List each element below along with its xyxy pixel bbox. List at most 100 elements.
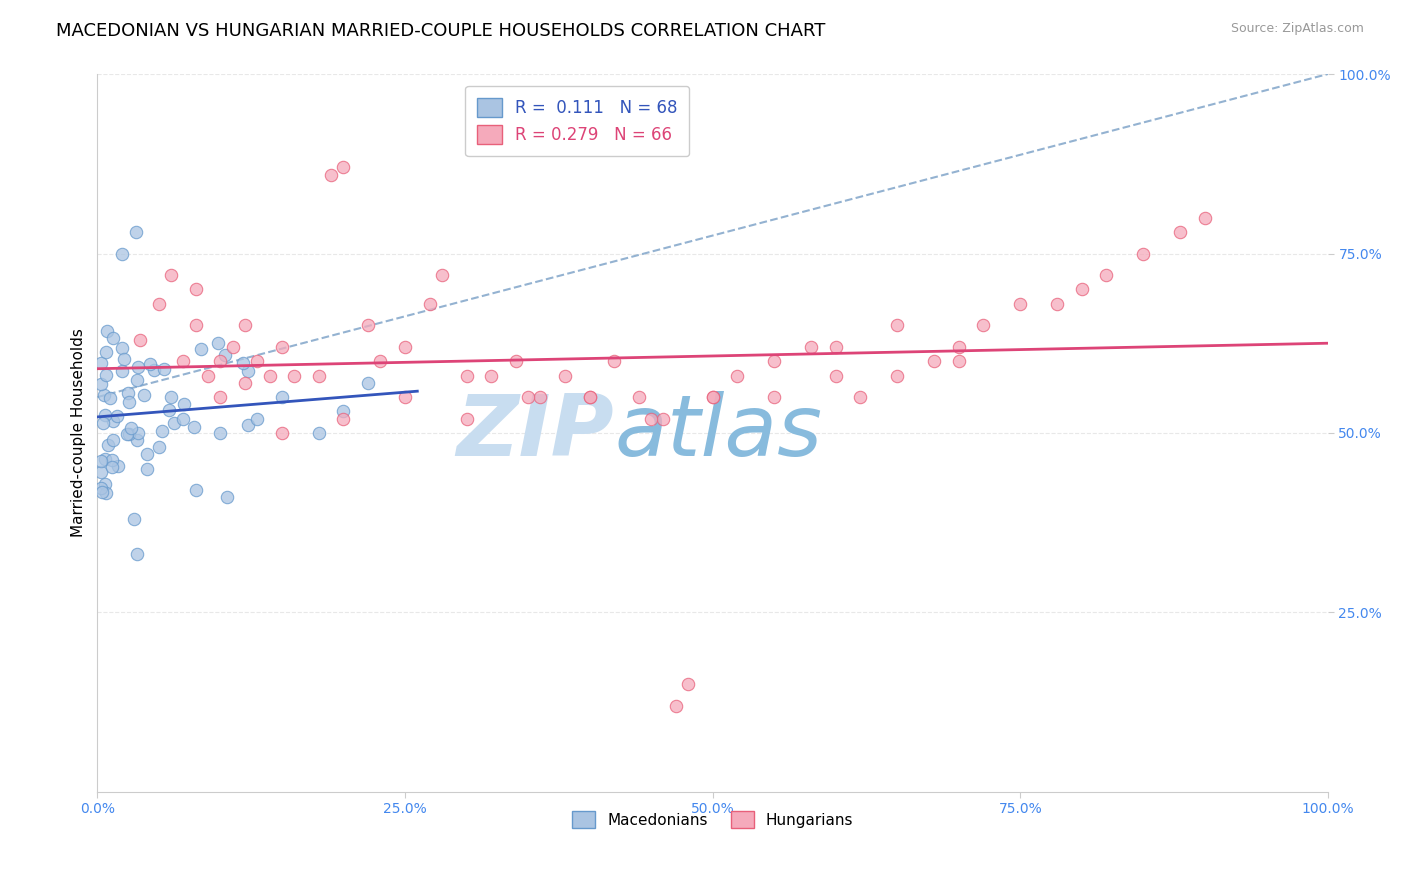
Point (1194, 211, 1216, 225)
Point (107, 458, 129, 473)
Point (90, 377, 112, 392)
Point (271, 390, 294, 404)
Point (90, 481, 112, 495)
Point (308, 368, 330, 383)
Point (222, 340, 245, 354)
Point (233, 318, 256, 333)
Point (190, 342, 212, 356)
Point (183, 420, 205, 434)
Point (148, 297, 170, 311)
Point (332, 161, 354, 175)
Point (111, 341, 134, 355)
Point (271, 425, 294, 440)
Point (271, 340, 294, 354)
Point (652, 411, 675, 425)
Point (209, 425, 232, 440)
Point (134, 387, 156, 401)
Point (135, 462, 157, 476)
Point (332, 411, 354, 425)
Point (640, 411, 662, 425)
Point (117, 386, 139, 401)
Point (120, 421, 142, 435)
Point (922, 354, 945, 368)
Point (157, 403, 180, 417)
Point (173, 397, 195, 411)
Point (246, 354, 269, 368)
Point (332, 404, 354, 418)
Point (233, 376, 256, 390)
Point (173, 411, 195, 425)
Point (517, 390, 540, 404)
Point (143, 363, 166, 377)
Point (505, 354, 527, 368)
Point (1046, 297, 1069, 311)
Point (209, 354, 232, 368)
Text: MACEDONIAN VS HUNGARIAN MARRIED-COUPLE HOUSEHOLDS CORRELATION CHART: MACEDONIAN VS HUNGARIAN MARRIED-COUPLE H… (56, 22, 825, 40)
Point (824, 368, 846, 383)
Point (578, 390, 600, 404)
Point (479, 368, 502, 383)
Point (1095, 268, 1118, 282)
Point (394, 340, 416, 354)
Point (456, 368, 478, 383)
Point (122, 512, 145, 526)
Point (101, 452, 124, 467)
Text: atlas: atlas (614, 392, 823, 475)
Point (554, 368, 576, 383)
Point (207, 335, 229, 350)
Point (214, 348, 236, 362)
Point (160, 390, 183, 404)
Point (184, 318, 207, 333)
Point (148, 441, 170, 455)
Point (456, 411, 478, 425)
Point (93, 477, 115, 491)
Point (112, 352, 135, 367)
Point (163, 416, 186, 430)
Point (90, 466, 112, 480)
Point (283, 368, 305, 383)
Point (665, 698, 688, 713)
Point (90, 454, 112, 468)
Point (101, 434, 124, 448)
Point (824, 340, 846, 354)
Text: Source: ZipAtlas.com: Source: ZipAtlas.com (1230, 22, 1364, 36)
Point (603, 354, 626, 368)
Point (173, 354, 195, 368)
Point (578, 390, 600, 404)
Point (1070, 282, 1092, 296)
Point (702, 390, 724, 404)
Point (763, 390, 786, 404)
Point (215, 490, 238, 504)
Point (96, 324, 118, 338)
Point (321, 168, 343, 182)
Point (184, 483, 207, 498)
Point (115, 427, 138, 442)
Point (96, 368, 118, 383)
Point (94, 485, 117, 500)
Point (97, 438, 120, 452)
Point (886, 318, 908, 333)
Point (93, 451, 115, 466)
Point (90, 356, 112, 370)
Point (948, 354, 970, 368)
Point (430, 268, 453, 282)
Point (357, 318, 380, 333)
Point (105, 409, 128, 423)
Point (93, 388, 115, 402)
Point (308, 425, 330, 440)
Point (231, 356, 253, 370)
Point (849, 390, 872, 404)
Point (197, 368, 219, 383)
Point (370, 354, 392, 368)
Point (101, 414, 124, 428)
Point (125, 225, 148, 239)
Point (127, 359, 149, 374)
Point (127, 425, 149, 440)
Point (676, 677, 699, 691)
Point (90, 485, 112, 500)
Point (125, 434, 148, 448)
Point (125, 373, 148, 387)
Point (419, 297, 441, 311)
Point (1168, 225, 1191, 239)
Point (111, 364, 134, 378)
